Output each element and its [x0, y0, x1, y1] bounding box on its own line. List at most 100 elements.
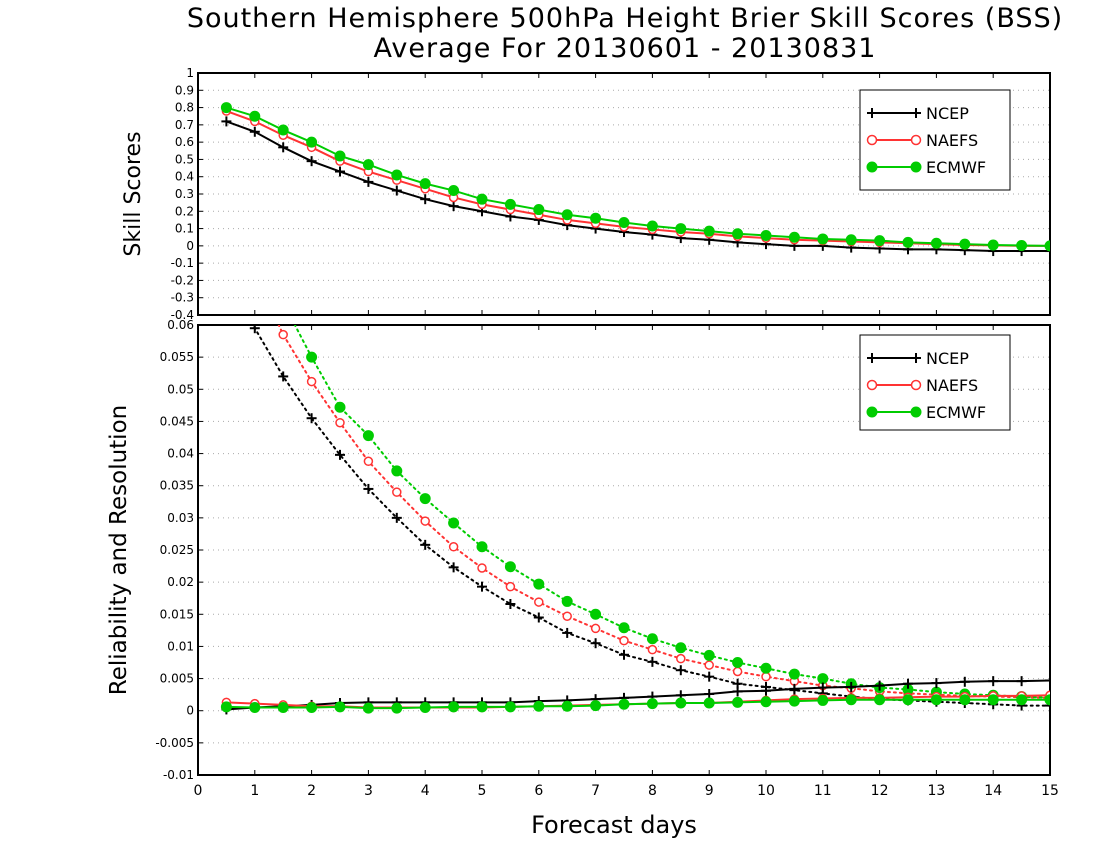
- bottom-ytick-label: 0: [186, 704, 194, 718]
- top-point-ncep: [335, 166, 345, 177]
- bottom-xtick-label: 8: [648, 783, 657, 799]
- top-panel: -0.4 -0.3 -0.2 -0.1 0 0.1 0.2 0.3 0.4 0.5 0.6 0.7 0.…: [121, 66, 1051, 322]
- top-ylabel: Skill Scores: [121, 131, 146, 256]
- bottom-point-resolution-ncep: [1045, 700, 1050, 711]
- top-point-ncep: [221, 116, 232, 127]
- bottom-point-resolution-ecmwf: [334, 401, 346, 413]
- bottom-point-resolution-naefs: [590, 623, 601, 634]
- top-point-ncep: [306, 156, 317, 167]
- bottom-xtick-label: 6: [534, 783, 543, 799]
- top-ytick-label: 0.4: [175, 170, 194, 184]
- bottom-xtick-label: 1: [250, 783, 259, 799]
- chart-subtitle: Average For 20130601 - 20130831: [373, 33, 877, 64]
- bottom-point-reliability-ecmwf: [220, 701, 232, 713]
- top-point-ecmwf: [760, 229, 772, 241]
- bottom-point-resolution-ncep: [306, 413, 317, 424]
- top-frame: [197, 72, 1051, 316]
- bottom-ytick-label: 0.02: [167, 575, 194, 589]
- bottom-ytick-label: 0.005: [160, 672, 194, 686]
- top-ytick-label: -0.1: [171, 256, 194, 270]
- bottom-xtick-label: 5: [478, 783, 487, 799]
- top-point-ecmwf: [590, 212, 602, 224]
- top-point-ecmwf: [618, 217, 630, 229]
- bottom-legend-label-naefs: NAEFS: [926, 376, 978, 395]
- bottom-point-reliability-ecmwf: [987, 694, 999, 706]
- top-point-ecmwf: [362, 159, 374, 171]
- bottom-point-resolution-naefs: [647, 644, 658, 655]
- top-point-ecmwf: [732, 228, 744, 240]
- top-legend-label-ncep: NCEP: [926, 104, 969, 123]
- top-legend-label-ecmwf: ECMWF: [926, 158, 986, 177]
- top-point-ncep: [391, 185, 402, 196]
- top-point-ecmwf: [220, 102, 232, 114]
- bottom-legend-marker: [866, 379, 878, 391]
- bottom-point-resolution-naefs: [448, 542, 459, 552]
- bottom-point-reliability-ecmwf: [277, 702, 289, 713]
- bottom-point-resolution-ncep: [619, 649, 629, 660]
- bottom-point-reliability-ncep: [959, 676, 970, 687]
- bottom-point-reliability-ecmwf: [448, 701, 460, 713]
- top-point-ecmwf: [277, 124, 289, 136]
- top-point-ecmwf: [959, 238, 971, 250]
- top-series-group: [220, 102, 1050, 257]
- top-point-ecmwf: [987, 239, 999, 251]
- bottom-point-reliability-ecmwf: [590, 700, 602, 712]
- top-ytick-label: -0.3: [171, 291, 194, 305]
- bottom-point-reliability-ecmwf: [476, 701, 488, 713]
- bottom-point-resolution-ncep: [675, 665, 686, 676]
- bottom-xtick-label: 7: [591, 783, 600, 799]
- bottom-ytick-label: 0.015: [160, 607, 194, 621]
- bottom-point-reliability-ncep: [903, 678, 913, 689]
- top-ytick-label: 1: [186, 66, 194, 80]
- bottom-point-resolution-naefs: [278, 329, 288, 340]
- bottom-point-reliability-ecmwf: [959, 694, 971, 706]
- bottom-point-resolution-ncep: [249, 325, 260, 334]
- bottom-point-resolution-naefs: [562, 611, 572, 621]
- bottom-point-resolution-ecmwf: [817, 673, 829, 685]
- bottom-ytick-label: 0.04: [167, 447, 194, 461]
- bottom-point-reliability-ncep: [988, 676, 999, 687]
- top-point-ecmwf: [419, 178, 431, 190]
- bottom-ytick-label: 0.03: [167, 511, 194, 525]
- bottom-xtick-label: 0: [194, 783, 203, 799]
- top-point-ecmwf: [703, 225, 715, 237]
- bottom-ytick-label: 0.055: [160, 350, 194, 364]
- bottom-point-resolution-naefs: [505, 581, 516, 592]
- bottom-xtick-label: 12: [871, 783, 889, 799]
- top-legend-marker: [866, 161, 878, 173]
- bottom-frame: [197, 324, 1051, 776]
- bottom-point-reliability-ncep: [732, 686, 743, 697]
- bottom-point-reliability-ecmwf: [249, 702, 261, 713]
- bottom-point-reliability-ecmwf: [504, 701, 516, 713]
- bottom-point-resolution-ncep: [420, 539, 431, 550]
- top-point-ncep: [448, 201, 459, 212]
- bottom-xtick-label: 13: [927, 783, 945, 799]
- bottom-point-resolution-ecmwf: [675, 642, 687, 654]
- top-point-ecmwf: [874, 235, 886, 247]
- bottom-ytick-label: 0.05: [167, 382, 194, 396]
- bottom-point-resolution-ncep: [704, 671, 715, 682]
- top-point-ncep: [278, 142, 289, 153]
- top-ytick-label: 0.6: [175, 135, 194, 149]
- top-point-ncep: [420, 194, 431, 205]
- bottom-point-resolution-ecmwf: [533, 578, 545, 590]
- bottom-ytick-label: 0.01: [167, 639, 194, 653]
- bottom-point-resolution-ncep: [391, 512, 402, 523]
- bottom-point-resolution-ecmwf: [618, 622, 630, 634]
- bottom-point-resolution-ecmwf: [703, 649, 715, 661]
- bottom-point-resolution-naefs: [251, 270, 259, 278]
- bottom-ytick-label: 0.06: [167, 318, 194, 332]
- bottom-point-resolution-naefs: [477, 563, 487, 573]
- bottom-ytick-label: 0.035: [160, 479, 194, 493]
- bottom-xtick-label: 4: [421, 783, 430, 799]
- bottom-point-reliability-ecmwf: [902, 694, 914, 706]
- bottom-point-reliability-ecmwf: [533, 700, 545, 712]
- bottom-point-reliability-ecmwf: [561, 700, 573, 712]
- bottom-point-resolution-ncep: [477, 581, 487, 592]
- bottom-legend-marker: [866, 406, 878, 418]
- top-point-ecmwf: [476, 193, 488, 205]
- bottom-point-resolution-ecmwf: [504, 561, 516, 573]
- bottom-point-resolution-ecmwf: [306, 351, 318, 363]
- bottom-point-reliability-ncep: [761, 685, 771, 696]
